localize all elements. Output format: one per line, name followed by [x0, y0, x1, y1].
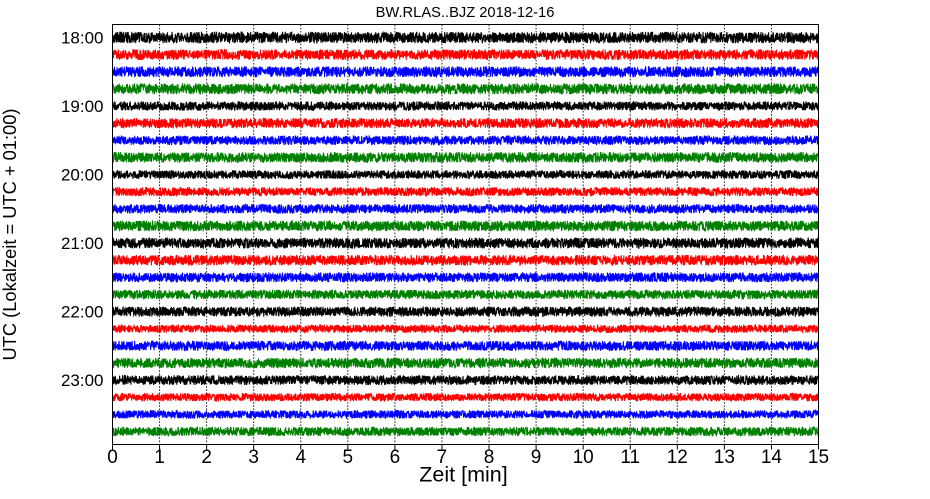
svg-text:22:00: 22:00 — [61, 303, 104, 322]
svg-text:12: 12 — [667, 447, 688, 468]
svg-text:19:00: 19:00 — [61, 97, 104, 116]
svg-text:15: 15 — [808, 447, 829, 468]
svg-text:BW.RLAS..BJZ 2018-12-16: BW.RLAS..BJZ 2018-12-16 — [376, 5, 555, 21]
svg-text:1: 1 — [154, 447, 165, 468]
svg-text:21:00: 21:00 — [61, 234, 104, 253]
svg-text:5: 5 — [343, 447, 354, 468]
svg-text:9: 9 — [531, 447, 542, 468]
svg-text:13: 13 — [714, 447, 735, 468]
svg-text:23:00: 23:00 — [61, 371, 104, 390]
svg-text:11: 11 — [620, 447, 640, 468]
svg-text:18:00: 18:00 — [61, 29, 104, 48]
svg-text:3: 3 — [248, 447, 259, 468]
svg-text:14: 14 — [761, 447, 783, 468]
svg-text:2: 2 — [201, 447, 212, 468]
svg-text:UTC (Lokalzeit = UTC + 01:00): UTC (Lokalzeit = UTC + 01:00) — [0, 109, 20, 361]
svg-text:0: 0 — [107, 447, 118, 468]
svg-text:Zeit [min]: Zeit [min] — [419, 463, 507, 487]
svg-text:4: 4 — [295, 447, 306, 468]
svg-text:20:00: 20:00 — [61, 166, 104, 185]
svg-text:10: 10 — [573, 447, 594, 468]
svg-text:6: 6 — [390, 447, 401, 468]
